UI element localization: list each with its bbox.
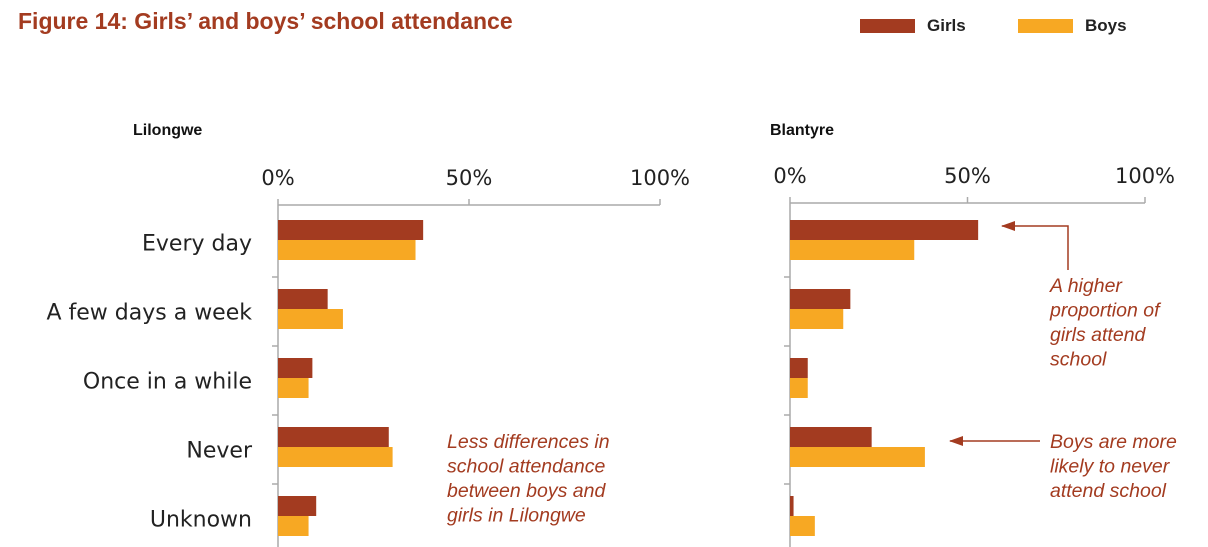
annotation-higher-proportion: A higher	[1049, 275, 1123, 297]
bar-boys-blantyre	[790, 447, 925, 467]
bar-boys-blantyre	[790, 309, 844, 329]
category-label: A few days a week	[46, 301, 252, 326]
bar-boys-lilongwe	[278, 516, 309, 536]
annotation-lilongwe: Less differences in	[447, 431, 610, 453]
bar-girls-blantyre	[790, 289, 851, 309]
bar-girls-lilongwe	[278, 220, 424, 240]
annotation-boys-more-likely: attend school	[1050, 480, 1167, 502]
panel-title-lilongwe: Lilongwe	[133, 122, 202, 139]
bar-girls-lilongwe	[278, 427, 389, 447]
legend-item-boys: Boys	[1018, 16, 1127, 36]
bar-boys-lilongwe	[278, 309, 343, 329]
x-tick-label-lilongwe: 0%	[261, 166, 294, 190]
category-label: Every day	[142, 232, 252, 257]
bar-girls-lilongwe	[278, 358, 313, 378]
bar-boys-lilongwe	[278, 378, 309, 398]
x-tick-label-lilongwe: 100%	[630, 166, 690, 190]
x-tick-label-blantyre: 50%	[944, 164, 991, 188]
panel-title-blantyre: Blantyre	[770, 122, 834, 139]
bar-girls-blantyre	[790, 496, 794, 516]
x-tick-label-blantyre: 100%	[1115, 164, 1175, 188]
category-label: Never	[186, 439, 253, 464]
legend-label-girls: Girls	[927, 16, 966, 35]
bar-girls-blantyre	[790, 220, 979, 240]
legend-item-girls: Girls	[860, 16, 966, 36]
annotation-higher-proportion: proportion of	[1049, 300, 1162, 322]
annotation-higher-proportion: school	[1050, 349, 1107, 371]
bar-boys-blantyre	[790, 516, 815, 536]
bar-boys-blantyre	[790, 378, 808, 398]
annotation-lilongwe: between boys and	[447, 480, 606, 502]
x-tick-label-lilongwe: 50%	[446, 166, 493, 190]
annotation-boys-more-likely: Boys are more	[1050, 431, 1177, 453]
bar-girls-blantyre	[790, 358, 808, 378]
annotation-lilongwe: school attendance	[447, 456, 605, 478]
annotation-boys-more-likely: likely to never	[1050, 456, 1171, 478]
bar-boys-blantyre	[790, 240, 915, 260]
arrow-girls-every-day	[1001, 221, 1069, 270]
category-label: Once in a while	[83, 370, 252, 395]
figure-title: Figure 14: Girls’ and boys’ school atten…	[18, 8, 513, 34]
annotation-higher-proportion: girls attend	[1050, 324, 1147, 346]
bar-boys-lilongwe	[278, 240, 416, 260]
bar-girls-lilongwe	[278, 496, 317, 516]
bar-girls-blantyre	[790, 427, 872, 447]
bar-girls-lilongwe	[278, 289, 328, 309]
annotation-lilongwe: girls in Lilongwe	[447, 505, 586, 527]
bar-boys-lilongwe	[278, 447, 393, 467]
x-tick-label-blantyre: 0%	[773, 164, 806, 188]
legend-swatch-boys	[1018, 19, 1073, 33]
legend-label-boys: Boys	[1085, 16, 1127, 35]
legend-swatch-girls	[860, 19, 915, 33]
category-label: Unknown	[150, 508, 252, 533]
